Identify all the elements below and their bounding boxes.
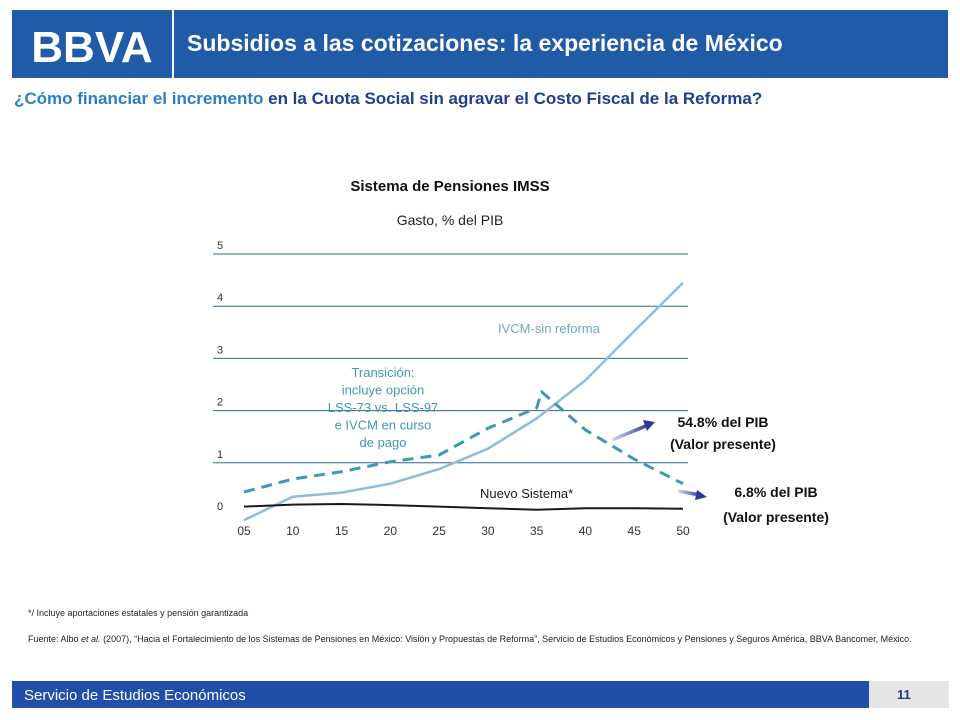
page-number-box: 11 <box>869 681 949 708</box>
annotation-value: 54.8% del PIB <box>677 414 768 430</box>
logo-text: BBVA <box>31 23 152 72</box>
header-banner: BBVA Subsidios a las cotizaciones: la ex… <box>12 10 948 78</box>
annotation-arrows <box>611 420 707 500</box>
y-tick-label: 2 <box>217 397 223 409</box>
source-etal: et al. <box>81 634 101 644</box>
x-tick-label: 10 <box>286 524 300 538</box>
annotation-value: 6.8% del PIB <box>734 484 817 500</box>
x-tick-labels: 05 10 15 20 25 30 35 40 45 50 <box>237 524 690 538</box>
x-tick-label: 45 <box>628 524 642 538</box>
arrow-head-2 <box>695 490 707 500</box>
footer-text: Servicio de Estudios Económicos <box>24 687 246 704</box>
series-transicion <box>243 390 684 494</box>
series-label-transicion: Transición: incluye opción LSS-73 vs. LSS-… <box>328 365 439 450</box>
y-tick-label: 1 <box>217 449 223 461</box>
series-label-nuevo-sistema: Nuevo Sistema* <box>480 486 573 501</box>
y-tick-label: 4 <box>217 292 223 304</box>
annotation-caption: (Valor presente) <box>670 436 776 452</box>
y-tick-label: 0 <box>217 501 223 513</box>
x-tick-label: 30 <box>481 524 495 538</box>
subtitle-rest: en la Cuota Social sin agravar el Costo … <box>263 89 763 108</box>
x-tick-label: 05 <box>237 524 251 538</box>
series-ivcm-sin-reforma <box>243 281 684 522</box>
series-labels: IVCM-sin reforma Transición: incluye opció… <box>328 321 601 501</box>
y-tick-label: 3 <box>217 344 223 356</box>
series-label-line: e IVCM en curso <box>335 418 432 433</box>
footer-bar: Servicio de Estudios Económicos 11 <box>12 681 949 708</box>
x-tick-label: 25 <box>432 524 446 538</box>
chart-subtitle: Gasto, % del PIB <box>396 212 504 228</box>
series-nuevo-sistema <box>243 503 684 511</box>
annotations: 54.8% del PIB (Valor presente) 6.8% del PI… <box>670 414 829 525</box>
source-prefix: Fuente: Albo <box>28 634 82 644</box>
header-divider <box>172 10 174 78</box>
annotation-caption: (Valor presente) <box>723 509 829 525</box>
source-note: Fuente: Albo et al. (2007), “Hacia el Fo… <box>28 632 928 646</box>
source-rest: (2007), “Hacia el Fortalecimiento de los… <box>100 634 912 644</box>
y-tick-label: 5 <box>217 240 223 252</box>
series-lines <box>243 281 684 522</box>
x-tick-label: 15 <box>335 524 349 538</box>
x-tick-label: 50 <box>676 524 690 538</box>
series-label-line: Transición: <box>351 365 414 380</box>
series-label-line: incluye opción <box>342 383 424 398</box>
series-label-line: LSS-73 vs. LSS-97 <box>328 400 439 415</box>
arrow-annotation-1 <box>611 423 649 442</box>
footnote: */ Incluye aportaciones estatales y pens… <box>28 608 249 618</box>
gridlines <box>213 253 688 464</box>
series-label-ivcm: IVCM-sin reforma <box>498 321 601 336</box>
x-tick-label: 35 <box>530 524 544 538</box>
chart-title: Sistema de Pensiones IMSS <box>350 178 550 195</box>
y-tick-labels: 0 1 2 3 4 5 <box>217 240 223 513</box>
page-title: Subsidios a las cotizaciones: la experie… <box>187 30 783 56</box>
page-number: 11 <box>897 687 911 702</box>
bbva-logo: BBVA <box>12 10 170 78</box>
x-tick-label: 40 <box>579 524 593 538</box>
arrow-head-1 <box>643 420 655 431</box>
x-tick-label: 20 <box>384 524 398 538</box>
page-subtitle: ¿Cómo financiar el incremento en la Cuot… <box>14 89 762 109</box>
series-label-line: de pago <box>360 435 407 450</box>
subtitle-highlight: ¿Cómo financiar el incremento <box>14 89 264 108</box>
